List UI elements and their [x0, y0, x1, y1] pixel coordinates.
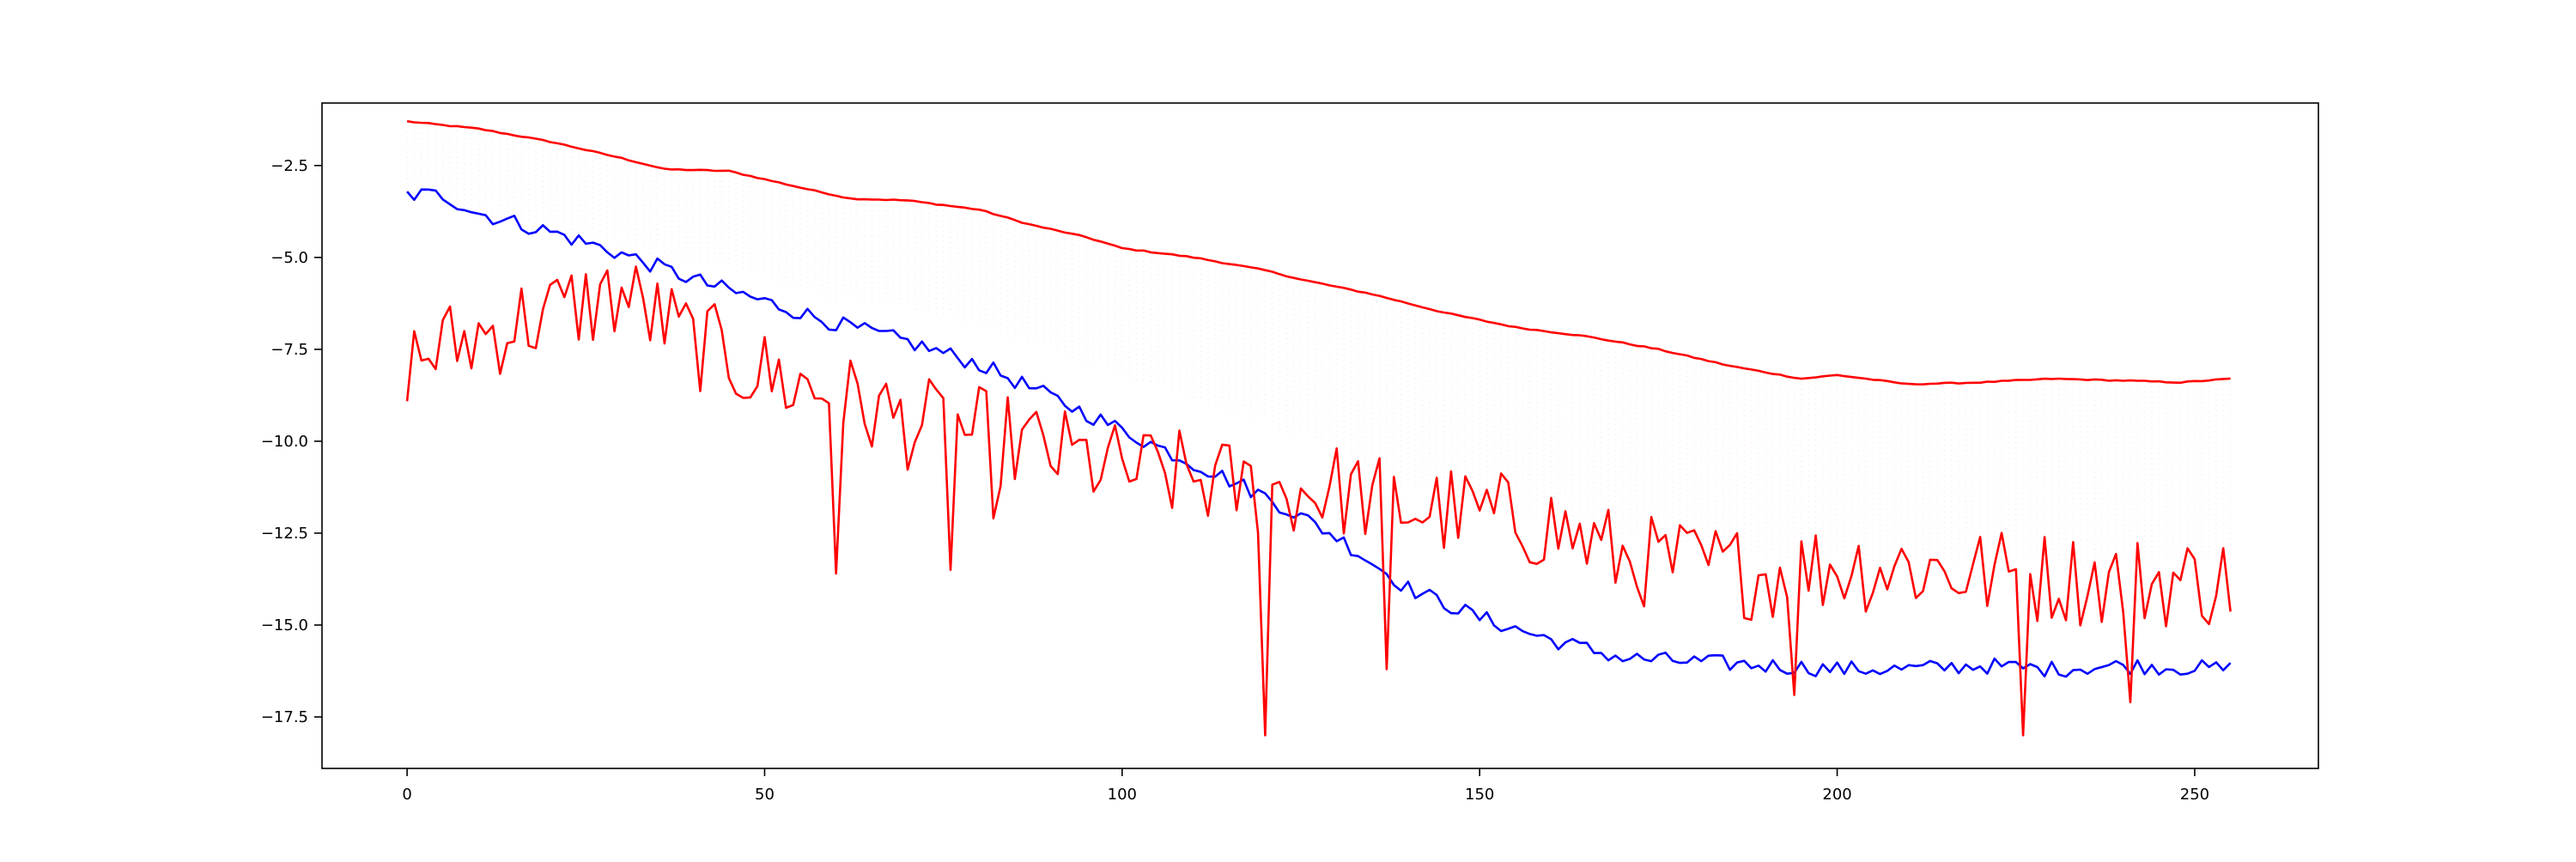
series-line-blue [406, 188, 2232, 678]
y-tick-label: −5.0 [270, 249, 308, 267]
y-tick-label: −15.0 [261, 616, 308, 634]
x-tick-label: 0 [402, 786, 411, 804]
x-tick-label: 200 [1822, 786, 1851, 804]
x-axis: 0 50 100 150 200 250 [402, 768, 2209, 804]
plot-area [322, 103, 2318, 768]
x-tick-label: 100 [1108, 786, 1137, 804]
series-line-noisy [405, 265, 2232, 737]
y-tick-label: −2.5 [270, 157, 308, 175]
y-tick-label: −12.5 [261, 525, 308, 543]
x-tick-label: 250 [2180, 786, 2209, 804]
series-line-upper-envelope [406, 119, 2231, 386]
x-tick-label: 50 [755, 786, 775, 804]
y-tick-label: −17.5 [261, 708, 308, 726]
y-axis: −2.5 −5.0 −7.5 −10.0 −12.5 −15.0 −17.5 [261, 157, 322, 726]
y-tick-label: −7.5 [270, 341, 308, 359]
y-tick-label: −10.0 [261, 433, 308, 451]
series-layer [405, 119, 2232, 737]
x-tick-label: 150 [1465, 786, 1494, 804]
axes-frame [321, 102, 2319, 769]
envelope-band [406, 121, 2232, 566]
